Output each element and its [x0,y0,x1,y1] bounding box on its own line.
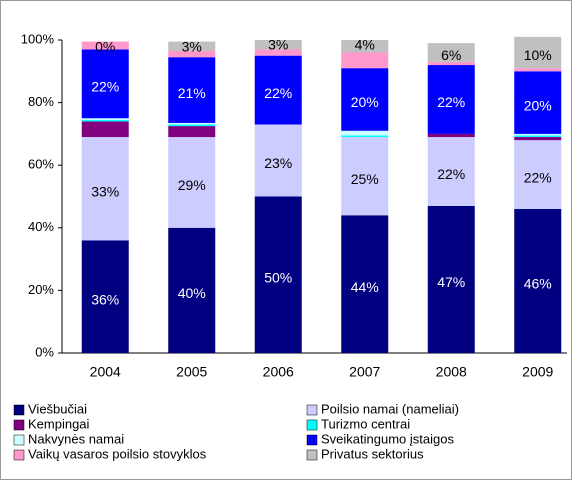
bar-segment [427,133,475,138]
legend-swatch [13,404,25,416]
bar-segment [168,227,216,353]
bar-segment [254,124,302,197]
data-label: 46% [524,276,552,292]
bar-segment [81,137,129,241]
x-tick-label: 2006 [263,364,294,380]
data-label: 47% [437,274,465,290]
bar-segment [427,137,475,206]
bar-segment [427,65,475,134]
bar-segment [168,122,216,125]
data-label: 21% [178,85,206,101]
data-label: 4% [355,37,375,53]
bar-segment [514,133,562,136]
data-label: 10% [524,47,552,63]
bar-segment [81,49,129,119]
data-label: 6% [441,47,461,63]
bar-segment [254,55,302,125]
legend-label: Viešbučiai [28,401,87,416]
bar-segment [254,40,302,50]
bar-segment [168,124,216,127]
data-label: 29% [178,177,206,193]
legend-swatch [306,449,318,461]
data-label: 36% [91,291,119,307]
bar-segment [427,205,475,353]
bar-segment [168,41,216,51]
data-label: 40% [178,285,206,301]
legend-label: Kempingai [28,416,90,431]
y-tick-label: 20% [28,282,54,297]
data-label: 20% [524,97,552,113]
x-tick-label: 2009 [522,364,553,380]
y-tick-label: 0% [35,344,54,359]
bar-segment [168,50,216,58]
data-label: 0% [95,38,115,54]
bar-segment [341,40,389,53]
y-tick-label: 60% [28,157,54,172]
bar-segment [81,41,129,50]
bar-segment [341,215,389,353]
legend-swatch [13,434,25,446]
bar-segment [168,137,216,228]
bar-segment [168,57,216,123]
bar-segment [514,36,562,69]
bar-segment [341,135,389,138]
bar-segment [514,71,562,134]
bar-segment [168,126,216,138]
data-label: 22% [524,169,552,185]
bar-segment [514,135,562,138]
data-label: 44% [351,279,379,295]
y-tick-label: 40% [28,219,54,234]
data-label: 22% [437,94,465,110]
data-label: 25% [351,171,379,187]
legend-label: Poilsio namai (nameliai) [321,401,459,416]
legend-label: Vaikų vasaros poilsio stovyklos [28,446,207,461]
bar-segment [341,137,389,216]
legend-label: Privatus sektorius [321,446,424,461]
bar-segment [254,196,302,353]
bar-segment [341,52,389,69]
bar-segment [514,137,562,141]
legend-label: Nakvynės namai [28,431,124,446]
legend-label: Turizmo centrai [321,416,410,431]
y-tick-label: 100% [21,31,55,46]
x-tick-label: 2008 [436,364,467,380]
data-label: 20% [351,94,379,110]
bar-segment [341,68,389,131]
bar-segment [81,118,129,120]
legend-swatch [306,419,318,431]
data-label: 33% [91,183,119,199]
legend-swatch [13,449,25,461]
legend-swatch [306,404,318,416]
data-label: 23% [264,155,292,171]
bar-segment [427,43,475,62]
x-tick-label: 2005 [176,364,207,380]
data-label: 50% [264,269,292,285]
legend-swatch [13,419,25,431]
bar-segment [514,140,562,210]
bar-segment [514,209,562,353]
x-tick-label: 2004 [90,364,121,380]
bar-segment [81,119,129,122]
legend-swatch [306,434,318,446]
x-tick-label: 2007 [349,364,380,380]
bar-segment [254,49,302,56]
bar-segment [81,240,129,353]
data-label: 22% [264,85,292,101]
bar-segment [341,130,389,136]
y-tick-label: 80% [28,94,54,109]
bar-segment [81,121,129,138]
bar-segment [427,61,475,66]
legend-label: Sveikatingumo įstaigos [321,431,454,446]
data-label: 3% [182,38,202,54]
data-label: 3% [268,37,288,53]
data-label: 22% [91,79,119,95]
bar-segment [514,68,562,72]
data-label: 22% [437,166,465,182]
